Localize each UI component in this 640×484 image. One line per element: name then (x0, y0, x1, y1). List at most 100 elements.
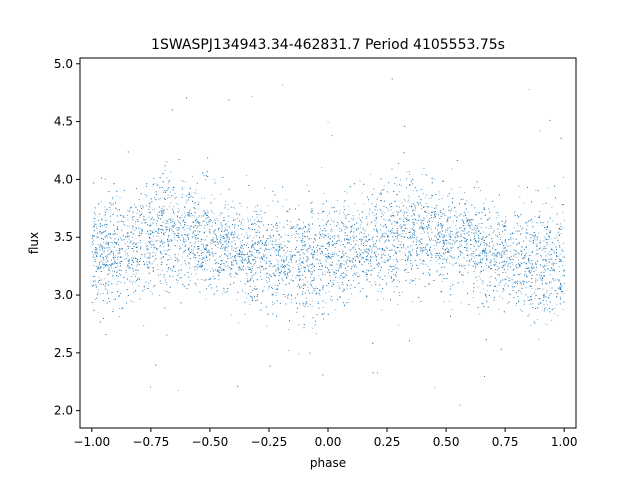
data-point (115, 255, 116, 257)
data-point (213, 278, 215, 280)
data-point (422, 250, 424, 252)
data-point (234, 207, 236, 209)
data-point (531, 221, 533, 223)
data-point (132, 260, 134, 262)
data-point (176, 236, 178, 238)
data-point (311, 209, 312, 211)
data-point (137, 261, 139, 263)
data-point (129, 258, 130, 260)
data-point (421, 188, 423, 190)
data-point (167, 229, 168, 230)
data-point (442, 258, 443, 260)
data-point (195, 202, 196, 204)
data-point (166, 161, 168, 163)
data-point (428, 236, 430, 238)
data-point (254, 259, 256, 261)
data-point (301, 267, 303, 269)
data-point (426, 215, 428, 217)
data-point (438, 232, 440, 233)
data-point (118, 255, 119, 257)
data-point (225, 246, 227, 248)
data-point (332, 251, 334, 253)
data-point (384, 219, 386, 221)
data-point (403, 243, 404, 245)
data-point (205, 263, 207, 265)
data-point (366, 248, 368, 250)
data-point (395, 222, 397, 224)
data-point (460, 226, 462, 228)
data-point (534, 237, 536, 239)
data-point (162, 257, 164, 258)
data-point (312, 241, 314, 243)
data-point (473, 229, 475, 231)
data-point (231, 263, 233, 265)
data-point (207, 260, 208, 261)
data-point (104, 287, 106, 289)
data-point (197, 201, 199, 203)
data-point (352, 219, 354, 221)
data-point (378, 272, 380, 274)
data-point (537, 260, 539, 261)
data-point (177, 219, 179, 221)
data-point (535, 254, 537, 256)
data-point (259, 265, 261, 267)
data-point (302, 279, 304, 281)
data-point (289, 254, 291, 256)
data-point (495, 234, 497, 236)
data-point (150, 290, 152, 292)
data-point (535, 268, 537, 270)
data-point (236, 247, 238, 248)
data-point (296, 285, 298, 287)
data-point (236, 252, 238, 254)
data-point (166, 208, 168, 210)
data-point (304, 241, 306, 242)
data-point (411, 228, 413, 230)
data-point (418, 241, 420, 242)
data-point (562, 255, 564, 257)
data-point (286, 199, 288, 201)
data-point (152, 252, 154, 253)
data-point (322, 306, 324, 308)
data-point (183, 226, 185, 228)
data-point (430, 228, 432, 230)
data-point (132, 281, 134, 282)
data-point (504, 260, 506, 262)
data-point (240, 280, 242, 282)
data-point (560, 284, 562, 285)
data-point (425, 264, 427, 266)
data-point (450, 250, 452, 251)
data-point (397, 235, 398, 237)
data-point (446, 262, 448, 264)
data-point (215, 223, 217, 225)
data-point (339, 231, 341, 232)
data-point (177, 282, 178, 284)
data-point (545, 270, 547, 272)
data-point (338, 285, 340, 287)
data-point (257, 229, 259, 231)
data-point (465, 244, 467, 246)
data-point (103, 250, 105, 252)
data-point (462, 237, 464, 238)
data-point (299, 254, 301, 256)
data-point (543, 240, 545, 242)
data-point (335, 243, 337, 245)
data-point (505, 229, 507, 231)
data-point (129, 209, 131, 211)
data-point (150, 240, 152, 242)
data-point (241, 205, 242, 207)
data-point (525, 232, 527, 233)
data-point (343, 223, 345, 225)
data-point (101, 233, 103, 235)
data-point (268, 288, 269, 290)
data-point (177, 204, 179, 206)
data-point (352, 258, 354, 260)
data-point (316, 246, 317, 248)
data-point (322, 233, 324, 235)
data-point (442, 247, 444, 249)
data-point (419, 278, 420, 280)
data-point (275, 295, 277, 296)
data-point (457, 234, 458, 236)
data-point (228, 204, 229, 205)
data-point (479, 278, 481, 280)
data-point (481, 259, 483, 261)
